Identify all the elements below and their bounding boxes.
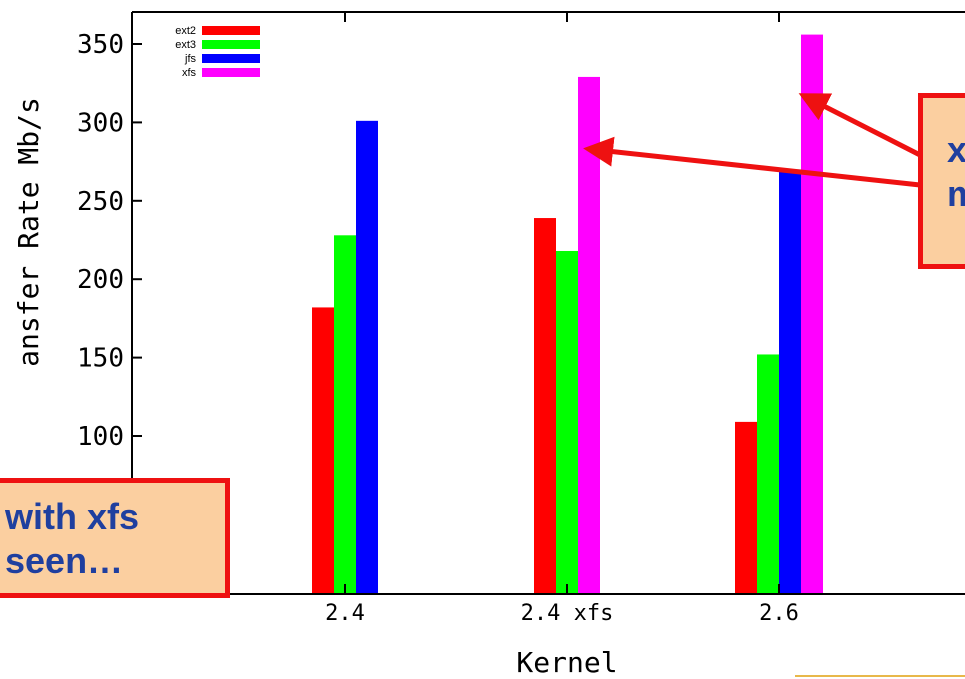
legend-label-ext3: ext3 (175, 39, 196, 51)
axes (131, 11, 965, 595)
arrow-to-xfs-2.4xfs (583, 136, 921, 188)
bar-ext2-2.4 (312, 307, 334, 594)
legend-swatch-xfs (202, 68, 260, 77)
x-tick-label-2: 2.6 (759, 601, 799, 626)
bar-ext3-2.4 (334, 235, 356, 594)
callout-left-line2: seen… (5, 540, 124, 581)
bar-ext2-2.6 (735, 421, 757, 594)
callout-left: with xfs seen… (0, 478, 230, 598)
decorative-line (795, 675, 965, 677)
bars (312, 34, 823, 595)
y-tick-label-150: 150 (77, 344, 124, 374)
legend-swatch-ext2 (202, 26, 260, 35)
callout-right-line2: m (947, 172, 965, 216)
legend: ext2 ext3 jfs xfs (175, 25, 260, 79)
legend-swatch-jfs (202, 54, 260, 63)
legend-swatch-ext3 (202, 40, 260, 49)
x-tick-label-0: 2.4 (325, 601, 365, 626)
callout-left-line1: with xfs (5, 496, 140, 537)
bar-jfs-2.6 (779, 169, 801, 594)
bar-ext3-2.4-xfs (556, 250, 578, 594)
bar-ext2-2.4-xfs (534, 218, 556, 594)
y-axis-label: ansfer Rate Mb/s (12, 97, 45, 367)
y-tick-label-100: 100 (77, 422, 124, 452)
x-tick-label-1: 2.4 xfs (521, 601, 614, 626)
bar-jfs-2.4 (356, 120, 378, 594)
bar-xfs-2.4-xfs (578, 76, 600, 595)
legend-label-ext2: ext2 (175, 25, 196, 37)
arrow-to-xfs-2.6 (798, 93, 922, 158)
callout-right-line1: x (947, 128, 965, 172)
y-tick-label-300: 300 (77, 108, 124, 138)
bar-ext3-2.6 (757, 354, 779, 594)
callout-arrows (583, 93, 922, 188)
bar-xfs-2.6 (801, 34, 823, 595)
y-tick-label-250: 250 (77, 187, 124, 217)
y-tick-label-200: 200 (77, 265, 124, 295)
legend-label-jfs: jfs (184, 53, 197, 65)
tick-labels: 100 150 200 250 300 350 2.4 2.4 xfs 2.6 (77, 30, 799, 626)
y-tick-label-350: 350 (77, 30, 124, 60)
legend-label-xfs: xfs (182, 67, 197, 79)
callout-right: x m (918, 93, 965, 269)
x-axis-label: Kernel (516, 646, 617, 679)
